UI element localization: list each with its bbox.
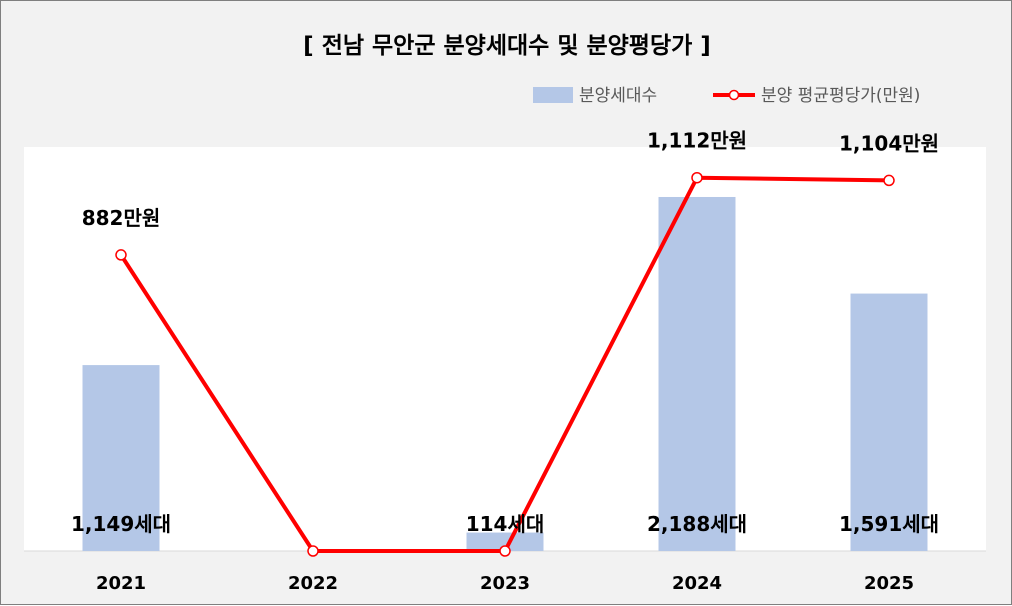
price-point-2021 [115, 249, 127, 261]
price-label-2024: 1,112만원 [647, 129, 747, 153]
bar-2024 [658, 196, 736, 551]
bar-2021 [82, 365, 160, 551]
chart-title: [ 전남 무안군 분양세대수 및 분양평당가 ] [303, 33, 711, 59]
bar-label-2025: 1,591세대 [839, 512, 939, 536]
x-tick-2023: 2023 [480, 573, 530, 594]
legend-bar-swatch [533, 87, 573, 103]
price-point-2022 [307, 545, 319, 557]
x-tick-2021: 2021 [96, 573, 146, 594]
legend-line-marker [728, 89, 740, 101]
x-axis-ticks: 2021 2022 2023 2024 2025 [96, 573, 914, 594]
legend: 분양세대수 분양 평균평당가(만원) [533, 86, 920, 106]
price-label-2025: 1,104만원 [839, 131, 939, 155]
plot-area [24, 147, 986, 551]
price-point-2023 [499, 545, 511, 557]
bar-label-2024: 2,188세대 [647, 512, 747, 536]
bar-series [82, 196, 928, 551]
bar-label-2021: 1,149세대 [71, 512, 171, 536]
line-series [115, 171, 895, 557]
x-tick-2025: 2025 [864, 573, 914, 594]
bar-2023 [466, 532, 544, 551]
bar-2025 [850, 293, 928, 551]
bar-label-2023: 114세대 [466, 512, 545, 536]
legend-bar-label: 분양세대수 [579, 86, 657, 106]
x-tick-2024: 2024 [672, 573, 722, 594]
price-point-2025 [883, 174, 895, 187]
x-tick-2022: 2022 [288, 573, 338, 594]
price-label-2021: 882만원 [82, 206, 161, 230]
price-point-2024 [691, 171, 703, 184]
data-labels: 1,149세대 114세대 2,188세대 1,591세대 882만원 1,112만원 1,… [71, 129, 939, 536]
legend-line-label: 분양 평균평당가(만원) [761, 86, 920, 106]
